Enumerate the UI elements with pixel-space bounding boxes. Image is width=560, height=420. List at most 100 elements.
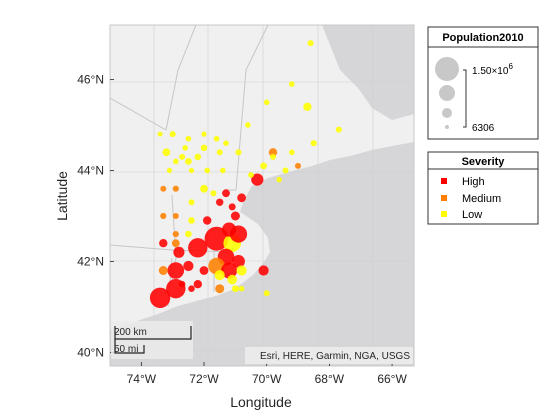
legend-swatch-medium <box>441 195 447 201</box>
data-bubble <box>185 158 192 165</box>
attribution-background <box>245 347 413 364</box>
y-tick-label: 42°N <box>77 254 104 268</box>
data-bubble <box>307 40 314 47</box>
data-bubble <box>268 148 278 157</box>
data-bubble <box>310 140 317 147</box>
data-bubble <box>282 167 289 174</box>
data-bubble <box>235 149 242 156</box>
data-bubble <box>228 203 236 211</box>
data-bubble <box>188 217 195 224</box>
data-bubble <box>201 131 207 137</box>
data-bubble <box>160 185 167 192</box>
data-bubble <box>171 239 180 248</box>
size-legend-min-label: 6306 <box>472 123 495 134</box>
size-legend-large <box>435 57 459 81</box>
data-bubble <box>216 149 223 156</box>
severity-legend: Severity High Medium Low <box>427 151 539 225</box>
data-bubble <box>193 280 202 289</box>
data-bubble <box>263 290 270 297</box>
data-bubble <box>159 239 168 248</box>
size-legend-small <box>442 108 452 118</box>
data-bubble <box>230 211 240 221</box>
scale-bar-km-label: 200 km <box>114 327 147 338</box>
data-bubble <box>173 158 179 165</box>
data-bubble <box>231 285 239 293</box>
data-bubble <box>251 173 264 186</box>
data-bubble <box>204 226 229 251</box>
data-bubble <box>185 135 192 142</box>
data-bubble <box>222 222 237 237</box>
legend-label-medium: Medium <box>462 193 501 205</box>
size-legend-medium <box>439 85 455 101</box>
y-axis-ticks: 40°N 42°N 44°N 46°N <box>77 73 114 359</box>
data-bubble <box>204 167 210 174</box>
data-bubble <box>200 144 208 152</box>
legend-label-high: High <box>462 176 485 188</box>
scale-bar-mi <box>114 339 145 354</box>
x-axis-title: Longitude <box>230 394 292 410</box>
x-tick-label: 68°W <box>315 372 345 386</box>
x-axis-ticks: 74°W 72°W 70°W 68°W 66°W <box>127 362 407 386</box>
data-bubble <box>213 135 220 142</box>
size-legend-bracket <box>463 69 467 128</box>
data-bubble <box>157 131 163 137</box>
data-bubble <box>188 285 195 293</box>
data-bubble <box>188 199 195 206</box>
data-bubble <box>238 285 245 292</box>
legend-swatch-high <box>441 178 447 184</box>
data-bubble <box>185 230 192 238</box>
data-bubble <box>166 167 173 174</box>
data-bubble <box>248 172 254 178</box>
scale-bar-mi-label: 50 mi <box>114 344 138 355</box>
data-bubble <box>179 153 186 160</box>
data-bubble <box>188 167 195 174</box>
data-bubble <box>222 189 230 198</box>
data-bubble <box>199 266 209 275</box>
data-bubble <box>173 246 185 258</box>
data-bubble <box>227 274 237 285</box>
data-bubble <box>263 99 270 106</box>
population-legend: Population2010 1.50×106 6306 <box>427 26 539 140</box>
size-legend-max-label: 1.50×106 <box>472 62 513 77</box>
x-tick-label: 66°W <box>377 372 407 386</box>
legend-label-low: Low <box>462 209 482 221</box>
data-bubble <box>172 185 179 192</box>
y-tick-label: 46°N <box>77 73 104 87</box>
data-bubble <box>188 238 208 258</box>
legend-swatch-low <box>441 211 447 217</box>
data-bubble <box>270 153 276 160</box>
data-bubble <box>237 193 247 203</box>
population-legend-title: Population2010 <box>442 32 523 44</box>
data-bubble <box>245 122 251 128</box>
severity-legend-title: Severity <box>462 156 506 168</box>
data-bubbles <box>149 40 342 308</box>
data-bubble <box>158 266 168 275</box>
population-legend-box <box>427 26 539 140</box>
data-bubble <box>232 255 245 268</box>
data-bubble <box>182 145 188 151</box>
basemap-attribution: Esri, HERE, Garmin, NGA, USGS <box>260 351 410 362</box>
data-bubble <box>203 216 212 225</box>
scale-bar-km <box>114 326 192 340</box>
data-bubble <box>169 131 176 138</box>
data-bubble <box>162 148 171 157</box>
size-legend-min <box>445 125 449 129</box>
data-bubble <box>160 212 167 220</box>
y-tick-label: 44°N <box>77 163 104 177</box>
basemap <box>110 25 414 366</box>
data-bubble <box>220 167 226 174</box>
data-bubble <box>183 260 194 272</box>
data-bubble <box>295 162 301 169</box>
scale-bar: 200 km 50 mi <box>111 321 193 359</box>
data-bubble <box>260 162 267 170</box>
x-tick-label: 74°W <box>127 372 157 386</box>
data-bubble <box>149 287 171 308</box>
data-bubble <box>335 126 342 133</box>
y-tick-label: 40°N <box>77 345 104 359</box>
map-frame <box>109 24 415 367</box>
data-bubble <box>289 149 295 156</box>
data-bubble <box>200 184 208 193</box>
data-bubble <box>210 190 217 197</box>
y-axis-title: Latitude <box>54 171 70 221</box>
